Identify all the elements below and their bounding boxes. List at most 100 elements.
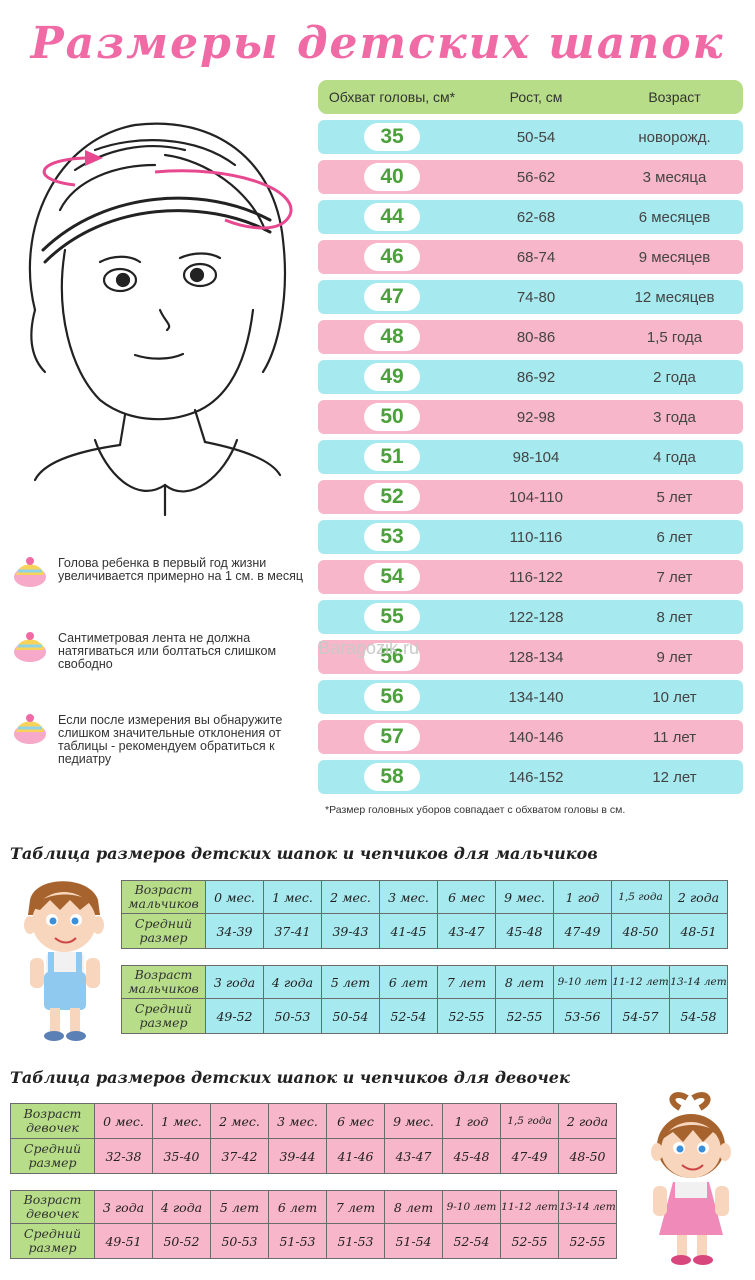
size-cell: 54-57 [611, 998, 670, 1034]
height-value: 110-116 [509, 528, 563, 546]
age-cell: 13-14 лет [558, 1190, 617, 1224]
size-cell: 35-40 [152, 1138, 211, 1174]
size-cell: 51-53 [326, 1223, 385, 1259]
girls-table-2: Возраст девочек 3 года 4 года 5 лет 6 лет 7 л… [10, 1190, 617, 1259]
row-label-age: Возраст девочек [10, 1190, 95, 1224]
age-cell: 3 года [205, 965, 264, 999]
tip-text: Голова ребенка в первый год жизни увелич… [58, 556, 304, 583]
table-row: 56 134-140 10 лет [318, 680, 743, 714]
table-row: 56 128-134 9 лет [318, 640, 743, 674]
age-cell: 13-14 лет [669, 965, 728, 999]
table-row: 46 68-74 9 месяцев [318, 240, 743, 274]
age-value: новорожд. [638, 128, 711, 146]
baby-hat-icon [14, 714, 46, 744]
head-size-cell: 47 [318, 283, 466, 311]
head-size-value: 47 [364, 283, 420, 311]
size-cell: 53-56 [553, 998, 612, 1034]
size-cell: 50-52 [152, 1223, 211, 1259]
age-cell: 2 мес. [210, 1103, 269, 1139]
height-value: 74-80 [516, 288, 556, 306]
size-cell: 41-46 [326, 1138, 385, 1174]
head-size-value: 44 [364, 203, 420, 231]
head-size-table: Обхват головы, см* Рост, см Возраст 35 50… [318, 80, 743, 800]
head-size-value: 50 [364, 403, 420, 431]
table-row: 35 50-54 новорожд. [318, 120, 743, 154]
age-value: 1,5 года [646, 328, 703, 346]
age-cell: 7 лет [326, 1190, 385, 1224]
size-cell: 39-43 [321, 913, 380, 949]
age-cell: 1 год [442, 1103, 501, 1139]
height-value: 86-92 [516, 368, 556, 386]
table-row: 58 146-152 12 лет [318, 760, 743, 794]
head-size-value: 51 [364, 443, 420, 471]
size-cell: 49-52 [205, 998, 264, 1034]
height-value: 116-122 [509, 568, 563, 586]
age-value: 9 лет [656, 648, 693, 666]
size-cell: 50-53 [263, 998, 322, 1034]
height-value: 122-128 [508, 608, 564, 626]
age-value: 11 лет [652, 728, 697, 746]
age-cell: 3 мес. [268, 1103, 327, 1139]
age-value: 12 лет [652, 768, 697, 786]
tip-text: Если после измерения вы обнаружите слишк… [58, 713, 283, 766]
head-size-value: 58 [364, 763, 420, 791]
table-row: 44 62-68 6 месяцев [318, 200, 743, 234]
age-cell: 1 мес. [152, 1103, 211, 1139]
age-cell: 5 лет [210, 1190, 269, 1224]
head-size-value: 56 [364, 643, 420, 671]
age-cell: 8 лет [384, 1190, 443, 1224]
height-value: 146-152 [508, 768, 564, 786]
table-row: 55 122-128 8 лет [318, 600, 743, 634]
size-cell: 32-38 [94, 1138, 153, 1174]
size-cell: 50-54 [321, 998, 380, 1034]
size-cell: 52-55 [495, 998, 554, 1034]
size-cell: 37-42 [210, 1138, 269, 1174]
header-head-circumference: Обхват головы, см* [328, 89, 456, 105]
table-row: 49 86-92 2 года [318, 360, 743, 394]
table-row: 50 92-98 3 года [318, 400, 743, 434]
table-header: Обхват головы, см* Рост, см Возраст [318, 80, 743, 114]
age-cell: 6 мес [326, 1103, 385, 1139]
age-cell: 0 мес. [94, 1103, 153, 1139]
table-row: 40 56-62 3 месяца [318, 160, 743, 194]
age-value: 4 года [653, 448, 696, 466]
head-size-cell: 55 [318, 603, 466, 631]
age-cell: 11-12 лет [500, 1190, 559, 1224]
girl-illustration [651, 1092, 731, 1265]
age-cell: 1 год [553, 880, 612, 914]
table-row: 51 98-104 4 года [318, 440, 743, 474]
age-cell: 8 лет [495, 965, 554, 999]
tip-1: Голова ребенка в первый год жизни увелич… [10, 555, 310, 589]
height-value: 98-104 [512, 448, 560, 466]
table-row: 48 80-86 1,5 года [318, 320, 743, 354]
table-row: 47 74-80 12 месяцев [318, 280, 743, 314]
size-cell: 52-55 [558, 1223, 617, 1259]
age-cell: 1,5 года [611, 880, 670, 914]
size-cell: 49-51 [94, 1223, 153, 1259]
size-cell: 51-53 [268, 1223, 327, 1259]
boy-illustration [24, 881, 104, 1041]
head-size-cell: 49 [318, 363, 466, 391]
size-cell: 52-54 [442, 1223, 501, 1259]
age-cell: 2 мес. [321, 880, 380, 914]
head-size-cell: 53 [318, 523, 466, 551]
boys-table-1: Возраст мальчиков 0 мес. 1 мес. 2 мес. 3 мес… [121, 880, 728, 949]
head-size-cell: 56 [318, 643, 466, 671]
watermark: Baragozik.ru [318, 638, 420, 658]
age-value: 7 лет [656, 568, 693, 586]
size-cell: 41-45 [379, 913, 438, 949]
age-cell: 9 мес. [384, 1103, 443, 1139]
head-size-value: 52 [364, 483, 420, 511]
age-value: 12 месяцев [634, 288, 715, 306]
head-size-cell: 51 [318, 443, 466, 471]
size-cell: 45-48 [442, 1138, 501, 1174]
head-size-cell: 54 [318, 563, 466, 591]
head-size-cell: 58 [318, 763, 466, 791]
head-size-value: 48 [364, 323, 420, 351]
boys-table-title: Таблица размеров детских шапок и чепчико… [10, 844, 598, 863]
age-cell: 4 года [152, 1190, 211, 1224]
head-size-cell: 40 [318, 163, 466, 191]
row-label-size: Средний размер [121, 913, 206, 949]
age-cell: 7 лет [437, 965, 496, 999]
height-value: 140-146 [508, 728, 564, 746]
